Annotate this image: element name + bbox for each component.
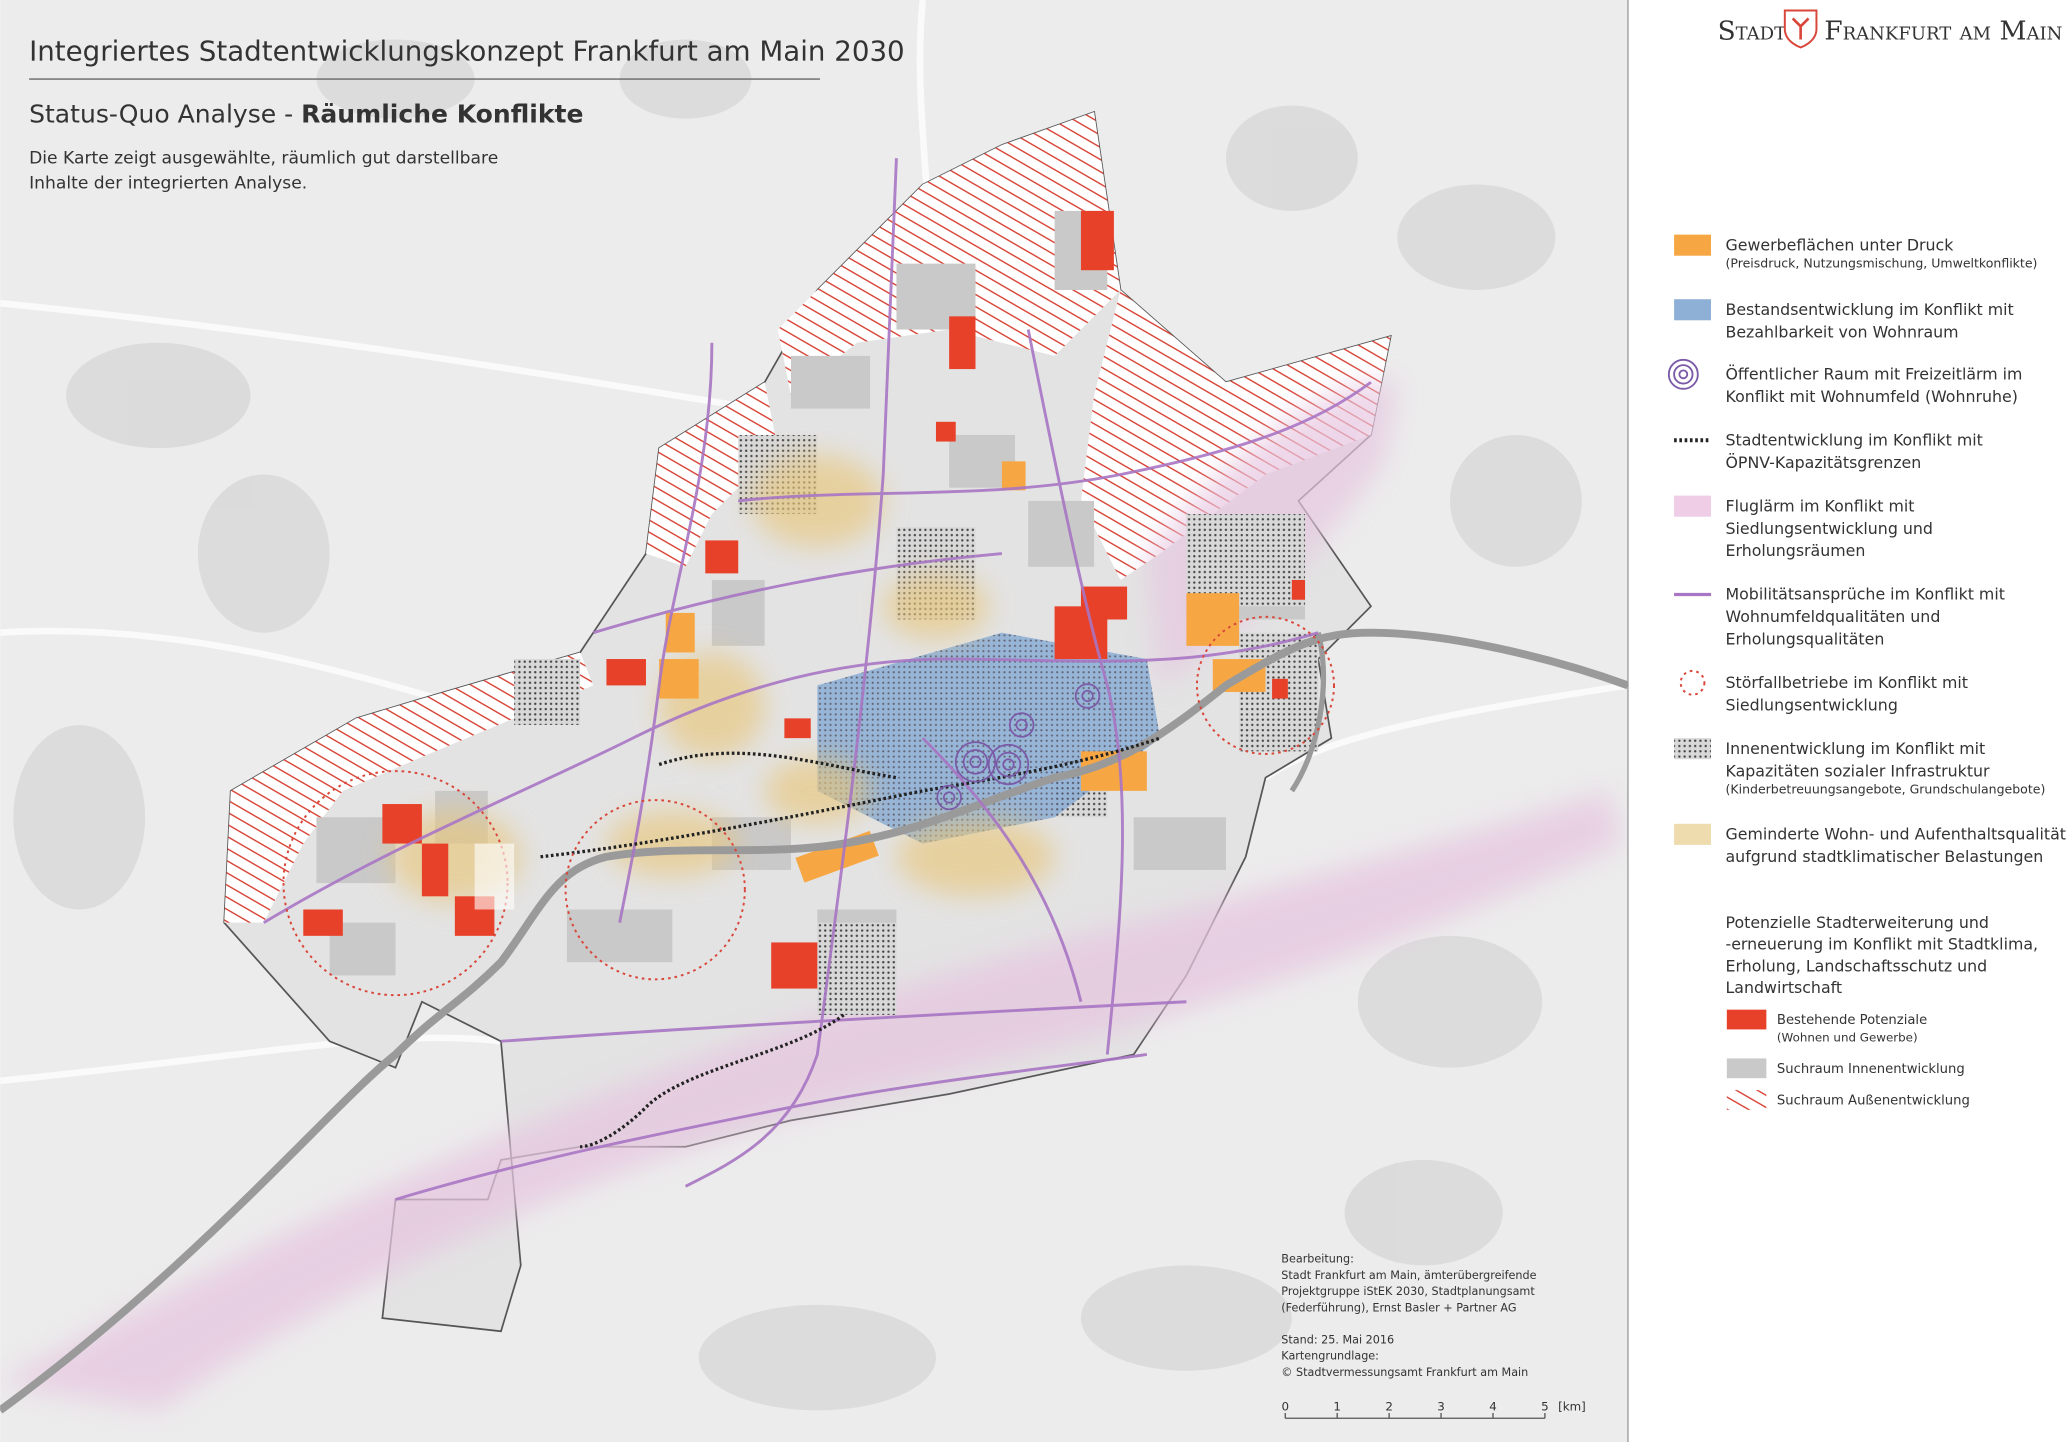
legend-swatch xyxy=(1726,1090,1767,1110)
legend-label: ÖPNV-Kapazitätsgrenzen xyxy=(1726,453,1922,472)
legend-label: Öffentlicher Raum mit Freizeitlärm im xyxy=(1726,365,2023,384)
legend-item: Öffentlicher Raum mit Freizeitlärm im Kon… xyxy=(1667,358,2023,406)
legend-label: Bestehende Potenziale xyxy=(1777,1013,1927,1028)
legend-item: Fluglärm im Konflikt mit Siedlungsentwick… xyxy=(1674,495,1933,560)
legend-swatch xyxy=(1674,234,1712,256)
legend-note: (Wohnen und Gewerbe) xyxy=(1777,1030,1918,1044)
legend-swatch xyxy=(1674,823,1712,845)
legend-note: (Kinderbetreuungsangebote, Grundschulang… xyxy=(1726,781,2046,796)
legend-label: Mobilitätsansprüche im Konflikt mit xyxy=(1726,585,2005,604)
scale-label: 2 xyxy=(1385,1399,1393,1413)
legend-label: aufgrund stadtklimatischer Belastungen xyxy=(1726,847,2044,866)
credit-line: Stadt Frankfurt am Main, ämterübergreife… xyxy=(1281,1269,1536,1282)
title: Integriertes Stadtentwicklungskonzept Fr… xyxy=(29,35,905,68)
legend-label: Suchraum Innenentwicklung xyxy=(1777,1062,1965,1077)
legend-swatch xyxy=(1726,1009,1767,1030)
legend-item: Mobilitätsansprüche im Konflikt mit Wohnu… xyxy=(1674,585,2005,649)
legend-label: Siedlungsentwicklung und xyxy=(1726,519,1933,538)
legend-swatch xyxy=(1678,369,1689,380)
legend-item: Innenentwicklung im Konflikt mit Kapazitä… xyxy=(1674,738,2045,796)
legend-label: Wohnumfeldqualitäten und xyxy=(1726,607,1941,626)
legend-swatch xyxy=(1674,299,1712,321)
legend-swatch xyxy=(1674,495,1712,517)
legend-label: Suchraum Außenentwicklung xyxy=(1777,1094,1970,1109)
subtitle-bold: Räumliche Konflikte xyxy=(301,100,583,129)
legend-label: Geminderte Wohn- und Aufenthaltsqualität xyxy=(1726,825,2066,844)
legend-label: Bezahlbarkeit von Wohnraum xyxy=(1726,322,1959,341)
legend-swatch xyxy=(1726,1058,1767,1079)
legend-sub-item: Bestehende Potenziale (Wohnen und Gewerbe… xyxy=(1726,1009,1927,1044)
credit-line: Projektgruppe iStEK 2030, Stadtplanungsa… xyxy=(1281,1285,1535,1298)
legend-label: Stadtentwicklung im Konflikt mit xyxy=(1726,431,1983,450)
logo-text: Stadt xyxy=(1718,17,1787,47)
legend-item: Störfallbetriebe im Konflikt mit Siedlung… xyxy=(1679,669,1968,714)
legend-sub-item: Suchraum Innenentwicklung xyxy=(1726,1058,1965,1079)
credit-line: Stand: 25. Mai 2016 xyxy=(1281,1333,1394,1346)
legend-item: Geminderte Wohn- und Aufenthaltsqualität… xyxy=(1674,823,2066,866)
legend-swatch xyxy=(1667,358,1699,390)
subtitle: Status-Quo Analyse - Räumliche Konflikte xyxy=(29,100,583,129)
legend-note: (Preisdruck, Nutzungsmischung, Umweltkon… xyxy=(1726,256,2038,271)
legend-subheading: Landwirtschaft xyxy=(1726,978,1843,997)
legend: Gewerbeflächen unter Druck (Preisdruck, N… xyxy=(1667,234,2066,1110)
legend-subheading: Erholung, Landschaftsschutz und xyxy=(1726,956,1988,975)
description-line: Inhalte der integrierten Analyse. xyxy=(29,173,307,193)
scale-label: 4 xyxy=(1489,1399,1497,1413)
legend-subheading: -erneuerung im Konflikt mit Stadtklima, xyxy=(1726,935,2039,954)
scale-label: 3 xyxy=(1437,1399,1445,1413)
credit-line: © Stadtvermessungsamt Frankfurt am Main xyxy=(1281,1366,1528,1379)
legend-label: Siedlungsentwicklung xyxy=(1726,695,1898,714)
legend-item: Stadtentwicklung im Konflikt mit ÖPNV-Kap… xyxy=(1674,431,1983,472)
description-line: Die Karte zeigt ausgewählte, räumlich gu… xyxy=(29,148,498,168)
legend-label: Kapazitäten sozialer Infrastruktur xyxy=(1726,761,1991,780)
legend-label: Innenentwicklung im Konflikt mit xyxy=(1726,739,1986,758)
legend-subheading: Potenzielle Stadterweiterung und xyxy=(1726,913,1989,932)
legend-swatch xyxy=(1673,364,1694,385)
logo-text: Frankfurt am Main xyxy=(1824,17,2062,47)
credit-line: (Federführung), Ernst Basler + Partner A… xyxy=(1281,1301,1516,1314)
credits: Bearbeitung: Stadt Frankfurt am Main, ämt… xyxy=(1281,1253,1536,1379)
legend-label: Bestandsentwicklung im Konflikt mit xyxy=(1726,300,2014,319)
legend-label: Erholungsqualitäten xyxy=(1726,630,1885,649)
scale-bar: 0 1 2 3 4 5 [km] xyxy=(1281,1399,1586,1419)
legend-swatch xyxy=(1674,738,1712,760)
legend-item: Gewerbeflächen unter Druck (Preisdruck, N… xyxy=(1674,234,2038,271)
legend-swatch xyxy=(1679,669,1706,696)
legend-label: Erholungsräumen xyxy=(1726,541,1866,560)
scale-label: 5 xyxy=(1541,1399,1549,1413)
map xyxy=(0,0,1628,1442)
subtitle-prefix: Status-Quo Analyse - xyxy=(29,100,301,129)
legend-sub-item: Suchraum Außenentwicklung xyxy=(1726,1090,1970,1110)
legend-label: Störfallbetriebe im Konflikt mit xyxy=(1726,673,1968,692)
legend-label: Fluglärm im Konflikt mit xyxy=(1726,496,1915,515)
logo: Stadt Frankfurt am Main xyxy=(1718,9,2062,49)
credit-line: Bearbeitung: xyxy=(1281,1253,1354,1266)
scale-unit: [km] xyxy=(1558,1399,1586,1413)
legend-label: Gewerbeflächen unter Druck xyxy=(1726,235,1955,254)
legend-item: Bestandsentwicklung im Konflikt mit Bezah… xyxy=(1674,299,2014,341)
scale-label: 1 xyxy=(1333,1399,1341,1413)
legend-label: Konflikt mit Wohnumfeld (Wohnruhe) xyxy=(1726,387,2018,406)
credit-line: Kartengrundlage: xyxy=(1281,1350,1379,1363)
scale-label: 0 xyxy=(1281,1399,1289,1413)
